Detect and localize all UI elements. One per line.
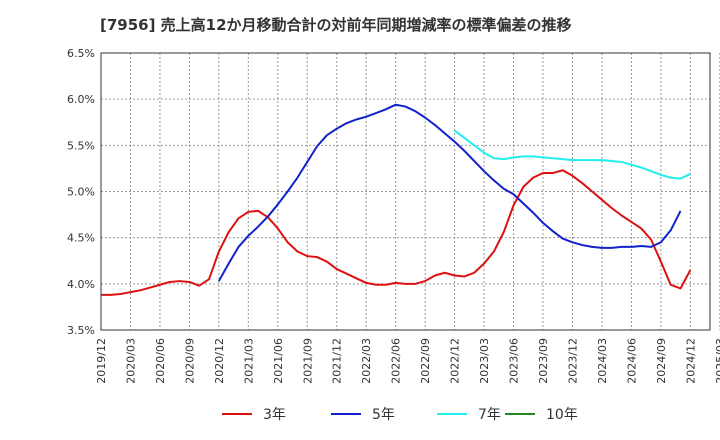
- y-tick-label: 6.0%: [67, 93, 95, 106]
- x-tick-label: 2022/12: [449, 338, 462, 384]
- x-tick-label: 2024/06: [625, 338, 638, 384]
- x-tick-label: 2020/12: [213, 338, 226, 384]
- x-tick-label: 2021/03: [242, 338, 255, 384]
- y-tick-label: 5.0%: [67, 186, 95, 199]
- series-layer: [101, 103, 692, 296]
- x-tick-label: 2019/12: [95, 338, 108, 384]
- series-line: [101, 169, 692, 296]
- x-tick-label: 2024/12: [684, 338, 697, 384]
- x-tick-label: 2023/12: [566, 338, 579, 384]
- y-tick-label: 5.5%: [67, 139, 95, 152]
- x-tick-label: 2020/03: [124, 338, 137, 384]
- x-tick-label: 2023/06: [508, 338, 521, 384]
- series-line: [217, 103, 682, 282]
- legend-label: 5年: [372, 407, 395, 423]
- x-tick-label: 2020/06: [154, 338, 167, 384]
- legend-label: 3年: [263, 407, 286, 423]
- legend-label: 7年: [478, 407, 501, 423]
- y-tick-label: 3.5%: [67, 324, 95, 337]
- x-tick-label: 2025/03: [714, 338, 720, 384]
- axis-layer: 3.5% 4.0% 4.5% 5.0% 5.5% 6.0% 6.5% 2019/12 2020/…: [67, 47, 720, 384]
- y-tick-label: 6.5%: [67, 47, 95, 60]
- x-tick-label: 2021/12: [331, 338, 344, 384]
- legend-label: 10年: [546, 407, 578, 423]
- x-tick-label: 2021/09: [301, 338, 314, 384]
- x-tick-label: 2021/06: [272, 338, 285, 384]
- x-tick-label: 2023/09: [537, 338, 550, 384]
- x-tick-label: 2024/03: [596, 338, 609, 384]
- series-line: [454, 129, 691, 180]
- y-tick-label: 4.5%: [67, 232, 95, 245]
- x-tick-label: 2022/06: [390, 338, 403, 384]
- x-tick-label: 2020/09: [183, 338, 196, 384]
- x-tick-label: 2023/03: [478, 338, 491, 384]
- x-tick-label: 2022/09: [419, 338, 432, 384]
- x-tick-label: 2022/03: [360, 338, 373, 384]
- legend: 3年 5年 7年 10年: [222, 407, 578, 423]
- y-tick-label: 4.0%: [67, 278, 95, 291]
- x-tick-label: 2024/09: [655, 338, 668, 384]
- plot-frame: [100, 52, 711, 331]
- chart-title: [7956] 売上高12か月移動合計の対前年同期増減率の標準偏差の推移: [100, 16, 572, 34]
